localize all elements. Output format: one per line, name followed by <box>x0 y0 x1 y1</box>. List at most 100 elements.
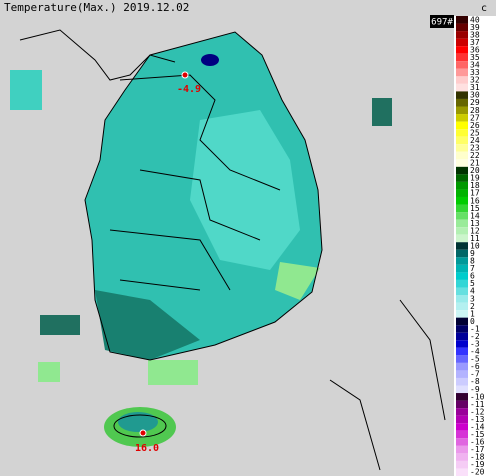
legend-label: 6 <box>470 272 475 281</box>
legend-label: -3 <box>470 340 480 349</box>
legend-label: -5 <box>470 355 480 364</box>
legend-swatch <box>456 415 468 424</box>
legend-label: 21 <box>470 159 480 168</box>
legend-swatch <box>456 196 468 205</box>
legend-label: -18 <box>470 453 485 462</box>
legend-swatch <box>456 68 468 77</box>
legend-swatch <box>456 31 468 39</box>
legend-swatch <box>456 234 468 243</box>
legend-swatch <box>456 423 468 431</box>
legend-label: -14 <box>470 422 485 431</box>
cold-spot <box>201 54 219 66</box>
legend-swatch <box>456 249 468 258</box>
legend-swatch <box>456 408 468 416</box>
legend-label: 20 <box>470 166 480 175</box>
legend-swatch <box>456 38 468 47</box>
legend-label: 27 <box>470 113 480 122</box>
legend-swatch <box>456 257 468 265</box>
legend-swatch <box>456 377 468 386</box>
legend-label: 7 <box>470 264 475 273</box>
grid-cell <box>372 98 392 126</box>
legend-label: 3 <box>470 294 475 303</box>
legend-swatch <box>456 166 468 175</box>
legend-swatch <box>456 106 468 115</box>
station-dot <box>181 71 189 79</box>
legend-label: 39 <box>470 23 480 32</box>
legend-label: 24 <box>470 136 480 145</box>
legend-label: 13 <box>470 219 480 228</box>
title: Temperature(Max.) 2019.12.02 <box>4 1 189 14</box>
grid-cell <box>10 70 42 110</box>
legend-swatch <box>456 385 468 394</box>
legend-label: -17 <box>470 445 485 454</box>
count-box <box>430 15 454 28</box>
legend-label: 28 <box>470 106 480 115</box>
grid-cell <box>148 360 198 385</box>
legend-label: 11 <box>470 234 480 243</box>
legend-label: 22 <box>470 151 480 160</box>
legend-label: -12 <box>470 407 485 416</box>
legend-label: 30 <box>470 91 480 100</box>
legend-swatch <box>456 460 468 469</box>
legend-swatch <box>456 279 468 288</box>
legend-swatch <box>456 23 468 32</box>
legend-swatch <box>456 114 468 122</box>
coastlines <box>19 29 446 471</box>
legend-swatch <box>456 362 468 371</box>
legend-swatch <box>456 121 468 130</box>
legend-label: 16 <box>470 196 480 205</box>
legend-label: 5 <box>470 279 475 288</box>
legend-swatch <box>456 159 468 167</box>
legend-swatch <box>456 272 468 280</box>
legend-swatch <box>456 393 468 401</box>
legend-swatch <box>456 181 468 190</box>
coastline <box>329 299 446 471</box>
legend-swatch <box>456 83 468 92</box>
legend-swatch <box>456 310 468 318</box>
legend-label: -4 <box>470 347 480 356</box>
legend-swatch <box>456 174 468 182</box>
legend-label: 32 <box>470 76 480 85</box>
legend-swatch <box>456 98 468 107</box>
legend-swatch <box>456 287 468 296</box>
legend-label: 4 <box>470 287 475 296</box>
legend-label: 15 <box>470 204 480 213</box>
legend-label: 34 <box>470 61 480 70</box>
legend-swatch <box>456 370 468 378</box>
legend-label: -16 <box>470 438 485 447</box>
legend-swatch <box>456 219 468 228</box>
legend-label: -11 <box>470 400 485 409</box>
legend-swatch <box>456 264 468 273</box>
legend-swatch <box>456 302 468 311</box>
legend-swatch <box>456 129 468 137</box>
count: 697# <box>431 18 453 28</box>
legend-label: -19 <box>470 460 485 469</box>
legend-label: 25 <box>470 128 480 137</box>
legend-label: 37 <box>470 38 480 47</box>
legend-label: -13 <box>470 415 485 424</box>
legend-label: -10 <box>470 392 485 401</box>
coastline <box>84 31 323 361</box>
legend-swatch <box>456 347 468 356</box>
grid-cell <box>38 362 60 382</box>
legend-swatch <box>456 91 468 99</box>
legend-label: 14 <box>470 211 480 220</box>
station-dot <box>139 429 147 437</box>
coast-area <box>275 262 320 300</box>
legend-label: 18 <box>470 181 480 190</box>
warm-area <box>190 110 300 270</box>
south-area <box>95 290 200 360</box>
province-border <box>109 74 281 291</box>
legend-swatch <box>456 430 468 439</box>
legend-swatch <box>456 325 468 333</box>
legend-swatch <box>456 468 468 476</box>
legend-swatch <box>456 189 468 197</box>
legend-label: 33 <box>470 68 480 77</box>
legend-label: -2 <box>470 332 480 341</box>
legend-swatch <box>456 53 468 62</box>
legend-label: -9 <box>470 385 480 394</box>
unit: c <box>481 3 487 14</box>
coastline <box>113 414 167 438</box>
legend-label: -1 <box>470 324 480 333</box>
